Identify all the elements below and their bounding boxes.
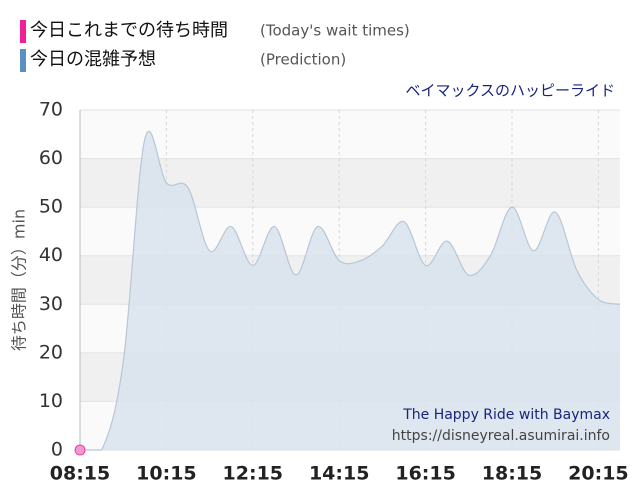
x-tick-label: 14:15: [309, 463, 369, 485]
legend-label: 今日の混雑予想: [30, 49, 156, 70]
y-axis-label: 待ち時間（分）min: [10, 209, 29, 351]
watermark: https://disneyreal.asumirai.info: [392, 428, 610, 444]
x-tick-label: 08:15: [50, 463, 110, 485]
chart-subtitle: ベイマックスのハッピーライド: [405, 82, 615, 100]
legend-sublabel: (Today's wait times): [260, 22, 410, 40]
x-tick-label: 18:15: [482, 463, 542, 485]
y-tick-label: 30: [39, 293, 63, 315]
x-tick-label: 12:15: [223, 463, 283, 485]
x-tick-label: 10:15: [136, 463, 196, 485]
data-point: [74, 444, 86, 456]
area-fill: [80, 131, 620, 450]
y-tick-label: 20: [39, 341, 63, 363]
legend-sublabel: (Prediction): [260, 51, 346, 69]
legend-swatch: [20, 49, 26, 72]
y-tick-label: 10: [39, 390, 63, 412]
watermark: The Happy Ride with Baymax: [402, 407, 610, 423]
y-tick-label: 70: [39, 99, 63, 121]
x-tick-label: 20:15: [568, 463, 628, 485]
y-tick-label: 50: [39, 196, 63, 218]
legend-swatch: [20, 20, 26, 43]
legend-label: 今日これまでの待ち時間: [30, 20, 228, 41]
x-tick-label: 16:15: [395, 463, 455, 485]
y-tick-label: 0: [51, 439, 63, 461]
y-tick-label: 60: [39, 147, 63, 169]
area-line: [79, 130, 621, 451]
y-tick-label: 40: [39, 244, 63, 266]
